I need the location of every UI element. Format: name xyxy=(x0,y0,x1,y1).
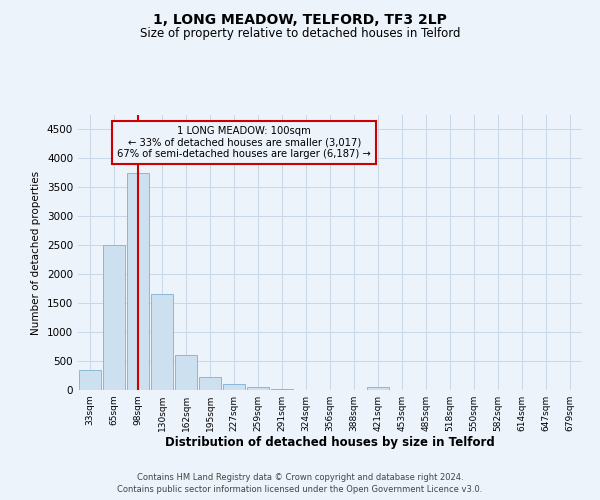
Bar xyxy=(223,384,245,390)
Bar xyxy=(199,377,221,390)
Y-axis label: Number of detached properties: Number of detached properties xyxy=(31,170,41,334)
Bar xyxy=(127,173,149,390)
Text: Size of property relative to detached houses in Telford: Size of property relative to detached ho… xyxy=(140,28,460,40)
Bar xyxy=(175,356,197,390)
Bar xyxy=(247,387,269,390)
Bar xyxy=(79,370,101,390)
Bar xyxy=(151,294,173,390)
Bar xyxy=(271,389,293,390)
Bar xyxy=(103,246,125,390)
Text: Contains HM Land Registry data © Crown copyright and database right 2024.: Contains HM Land Registry data © Crown c… xyxy=(137,473,463,482)
Text: 1 LONG MEADOW: 100sqm
← 33% of detached houses are smaller (3,017)
67% of semi-d: 1 LONG MEADOW: 100sqm ← 33% of detached … xyxy=(118,126,371,159)
Text: Contains public sector information licensed under the Open Government Licence v3: Contains public sector information licen… xyxy=(118,486,482,494)
Text: 1, LONG MEADOW, TELFORD, TF3 2LP: 1, LONG MEADOW, TELFORD, TF3 2LP xyxy=(153,12,447,26)
Bar xyxy=(367,387,389,390)
Text: Distribution of detached houses by size in Telford: Distribution of detached houses by size … xyxy=(165,436,495,449)
